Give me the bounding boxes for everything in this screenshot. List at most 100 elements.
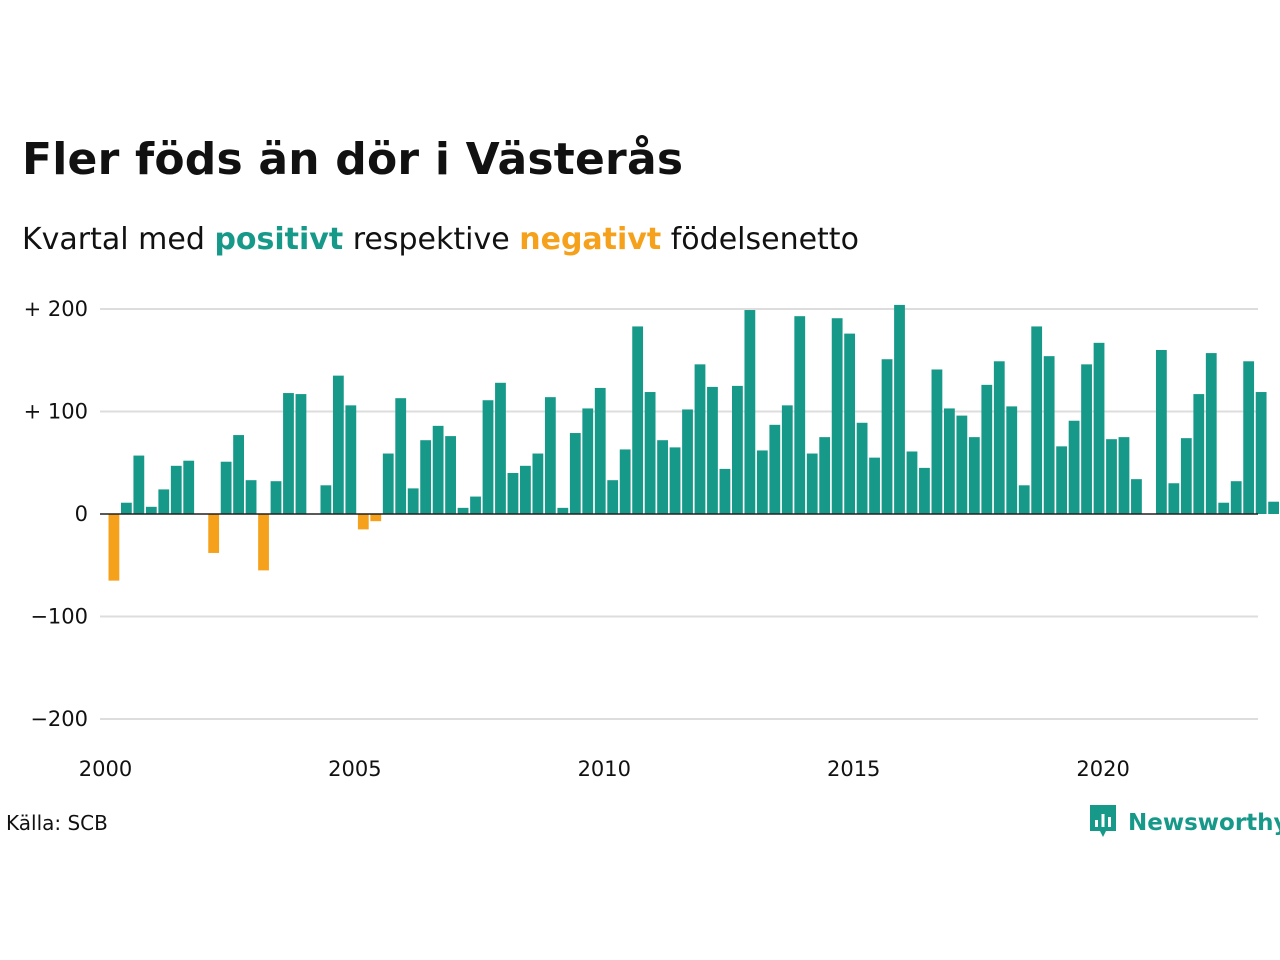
bar-positive (644, 392, 656, 514)
bar-positive (1131, 479, 1142, 514)
bar-positive (794, 316, 806, 514)
bar-positive (781, 405, 793, 514)
bar-positive (482, 400, 494, 514)
subtitle-negative-highlight: negativt (519, 222, 662, 257)
bar-positive (1180, 438, 1192, 514)
bar-positive (233, 435, 244, 514)
y-tick-label: −200 (30, 707, 88, 731)
bar-positive (1255, 392, 1267, 514)
bar-positive (295, 394, 307, 514)
bar-positive (158, 489, 170, 514)
bar-negative (357, 514, 369, 530)
bar-chart: + 200 + 100 0 −100 −200 2000 2005 2010 2015 2020 (24, 297, 1280, 781)
bar-positive (806, 453, 818, 514)
newsworthy-logo: Newsworthy (1088, 803, 1280, 843)
chart-title: Fler föds än dör i Västerås (22, 134, 684, 185)
bar-positive (420, 440, 432, 514)
y-tick-label: −100 (30, 605, 88, 629)
bar-negative (370, 514, 382, 522)
x-tick-label: 2020 (1076, 757, 1129, 781)
bar-positive (245, 480, 257, 514)
bar-positive (968, 437, 980, 515)
bar-positive (283, 393, 294, 514)
bar-positive (183, 460, 195, 514)
bar-positive (395, 398, 407, 514)
subtitle-middle: respektive (352, 222, 510, 257)
bar-positive (407, 488, 419, 515)
bar-positive (1168, 483, 1180, 514)
bar-positive (993, 361, 1005, 514)
bar-negative (108, 514, 120, 581)
bar-positive (457, 507, 469, 514)
bars (108, 304, 1280, 581)
bar-positive (869, 457, 880, 515)
bar-positive (594, 387, 606, 514)
bar-positive (831, 318, 843, 514)
newsworthy-brand-name: Newsworthy (1128, 810, 1280, 836)
bar-positive (1118, 437, 1130, 515)
x-axis-labels: 2000 2005 2010 2015 2020 (79, 757, 1130, 781)
bar-positive (557, 507, 569, 514)
bar-positive (120, 502, 132, 514)
bar-positive (1043, 356, 1055, 514)
bar-positive (1018, 485, 1030, 514)
bar-positive (320, 485, 332, 514)
y-tick-label: + 100 (24, 400, 88, 424)
y-tick-label: + 200 (24, 297, 88, 321)
bar-positive (1106, 439, 1117, 514)
bar-positive (919, 467, 930, 515)
bar-positive (881, 359, 893, 514)
source-note: Källa: SCB (6, 811, 108, 835)
bar-positive (1081, 364, 1092, 514)
bar-positive (1205, 353, 1217, 514)
bar-positive (607, 480, 619, 514)
bar-positive (1243, 361, 1255, 514)
bar-positive (943, 408, 955, 514)
bar-positive (1155, 350, 1167, 514)
bar-positive (569, 433, 581, 514)
x-tick-label: 2010 (578, 757, 631, 781)
x-tick-label: 2000 (79, 757, 132, 781)
bar-positive (270, 481, 282, 514)
y-tick-label: 0 (75, 502, 88, 526)
bar-positive (382, 453, 394, 514)
bar-positive (844, 333, 856, 514)
bar-positive (769, 424, 781, 514)
bar-positive (931, 369, 943, 514)
bar-positive (582, 408, 594, 514)
bar-positive (170, 465, 182, 514)
bar-positive (470, 496, 481, 514)
bar-positive (1031, 326, 1043, 514)
bar-positive (657, 440, 668, 514)
bar-positive (445, 436, 456, 514)
bar-positive (1268, 501, 1280, 514)
bar-positive (619, 449, 631, 514)
bar-positive (956, 415, 968, 514)
subtitle-prefix: Kvartal med (22, 222, 205, 257)
chart-subtitle: Kvartal med positivt respektive negativt… (22, 222, 859, 257)
bar-positive (894, 304, 905, 514)
bar-positive (432, 425, 444, 514)
bar-positive (732, 385, 743, 515)
bar-positive (532, 453, 544, 514)
bar-positive (682, 409, 693, 514)
bar-positive (981, 384, 993, 514)
bar-positive (744, 310, 756, 514)
subtitle-positive-highlight: positivt (214, 222, 344, 257)
bar-positive (345, 405, 357, 514)
bar-negative (258, 514, 269, 571)
y-axis-labels: + 200 + 100 0 −100 −200 (24, 297, 88, 731)
subtitle-suffix: födelsenetto (670, 222, 859, 257)
bar-positive (507, 473, 519, 514)
bar-positive (145, 506, 157, 514)
bar-positive (1068, 420, 1080, 514)
bar-positive (495, 382, 506, 514)
bar-positive (632, 326, 644, 514)
bar-positive (694, 364, 706, 514)
bar-positive (1093, 342, 1105, 514)
bar-negative (208, 514, 220, 553)
bar-positive (220, 461, 232, 514)
bar-positive (133, 455, 145, 514)
bar-positive (520, 465, 531, 514)
bar-positive (1193, 394, 1205, 514)
